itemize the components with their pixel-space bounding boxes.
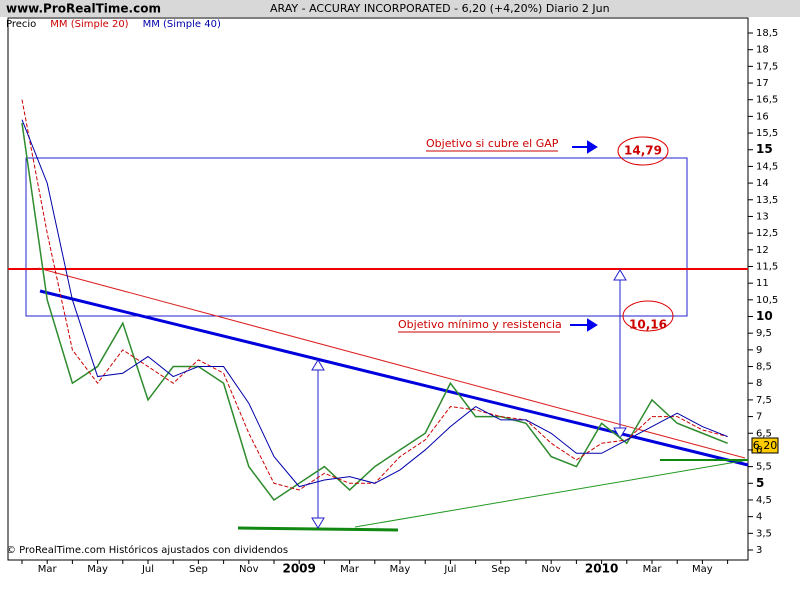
site: www.ProRealTime.com <box>6 2 161 16</box>
x-tick-label: Jul <box>443 564 456 575</box>
y-tick-label: 17 <box>756 78 769 89</box>
series-line <box>21 119 728 488</box>
y-tick-label: 7,5 <box>756 395 772 406</box>
y-tick-label: 13 <box>756 211 769 222</box>
y-tick-label: 17,5 <box>756 61 778 72</box>
y-tick-label: 16 <box>756 111 769 122</box>
y-tick-label: 7 <box>756 412 762 423</box>
target-box <box>25 157 688 317</box>
y-tick-label: 3 <box>756 545 762 556</box>
price-ellipse <box>622 300 674 332</box>
x-tick-label: 2009 <box>282 562 315 576</box>
y-tick-label: 4 <box>756 512 762 523</box>
x-tick-label: Nov <box>541 564 561 575</box>
last-price: 6,20 <box>753 439 778 452</box>
x-tick-label: Sep <box>491 564 510 575</box>
price-ellipse <box>617 136 669 166</box>
y-tick-label: 10 <box>756 309 773 323</box>
y-tick-label: 13,5 <box>756 195 778 206</box>
y-tick-label: 11 <box>756 278 769 289</box>
footer: © ProRealTime.com Históricos ajustados c… <box>6 544 288 556</box>
y-tick-label: 9,5 <box>756 328 772 339</box>
projection-arrows <box>311 269 627 529</box>
annotation: 10,16 <box>629 318 667 332</box>
x-tick-label: Nov <box>239 564 259 575</box>
x-tick-label: May <box>692 564 713 575</box>
annotation: Objetivo mínimo y resistencia <box>398 318 562 331</box>
x-tick-label: Mar <box>643 564 663 575</box>
y-tick-label: 16,5 <box>756 95 778 106</box>
y-tick-label: 18 <box>756 45 769 56</box>
label-arrows <box>570 140 598 332</box>
y-tick-label: 12 <box>756 245 769 256</box>
series-line <box>21 122 728 501</box>
x-tick-label: Mar <box>340 564 360 575</box>
y-tick-label: 6 <box>756 445 762 456</box>
y-tick-label: 14 <box>756 178 769 189</box>
x-tick-label: Jul <box>141 564 154 575</box>
x-tick-label: 2010 <box>585 562 618 576</box>
y-tick-label: 18,5 <box>756 28 778 39</box>
y-tick-label: 14,5 <box>756 161 778 172</box>
trend-line-blue <box>39 289 749 467</box>
x-tick-label: Mar <box>38 564 58 575</box>
plot-frame <box>7 17 749 561</box>
y-tick-label: 8,5 <box>756 362 772 373</box>
annotation: 14,79 <box>624 144 662 158</box>
legend-entry: Precio <box>6 19 36 30</box>
support-base <box>237 526 399 532</box>
y-tick-label: 11,5 <box>756 261 778 272</box>
chart-title: ARAY - ACCURAY INCORPORATED - 6,20 (+4,2… <box>270 2 610 15</box>
trend-line-red <box>37 267 746 459</box>
legend-entry: MM (Simple 20) <box>50 19 128 30</box>
annotation: Objetivo si cubre el GAP <box>426 137 559 150</box>
y-tick-label: 10,5 <box>756 295 778 306</box>
y-tick-label: 15,5 <box>756 128 778 139</box>
y-tick-label: 9 <box>756 345 762 356</box>
y-tick-label: 6,5 <box>756 428 772 439</box>
x-tick-label: May <box>87 564 108 575</box>
support-line <box>354 459 749 528</box>
y-tick-label: 4,5 <box>756 495 772 506</box>
header-bar <box>0 0 800 17</box>
last-price-box <box>751 437 779 454</box>
legend-entry: MM (Simple 40) <box>143 19 221 30</box>
x-tick-label: May <box>390 564 411 575</box>
y-tick-label: 8 <box>756 378 762 389</box>
y-tick-label: 5,5 <box>756 462 772 473</box>
y-tick-label: 5 <box>756 476 764 490</box>
y-tick-label: 3,5 <box>756 528 772 539</box>
x-tick-label: Sep <box>189 564 208 575</box>
y-tick-label: 15 <box>756 142 773 156</box>
y-tick-label: 12,5 <box>756 228 778 239</box>
